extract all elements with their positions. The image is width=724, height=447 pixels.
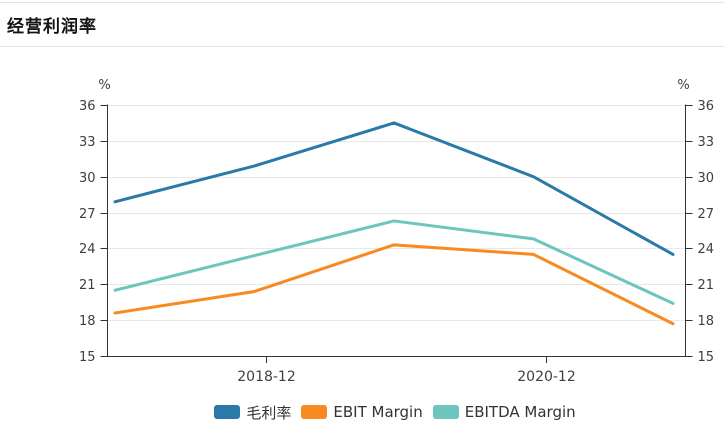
y-tick-label-right: 33 (698, 135, 715, 150)
series-line-ebit-margin (113, 243, 675, 326)
y-tick-label-left: 15 (79, 350, 96, 365)
x-tick-label: 2020-12 (517, 369, 576, 385)
legend-label-gross-margin: 毛利率 (246, 403, 292, 422)
y-tick-label-left: 18 (79, 314, 96, 329)
y-tick-label-right: 15 (698, 350, 715, 365)
y-axis-unit-right: % (677, 78, 689, 93)
page-title: 经营利润率 (7, 17, 97, 37)
y-tick-label-right: 30 (698, 171, 715, 186)
legend-swatch-ebit-margin (301, 405, 328, 419)
legend-label-ebit-margin: EBIT Margin (333, 403, 423, 421)
y-tick-label-left: 27 (79, 207, 96, 222)
y-tick-label-right: 21 (698, 278, 715, 293)
legend-label-ebitda-margin: EBITDA Margin (464, 403, 576, 421)
y-tick-label-left: 21 (79, 278, 96, 293)
legend-item-gross-margin[interactable]: 毛利率 (214, 402, 291, 423)
y-axis-unit-left: % (98, 78, 110, 93)
y-tick-label-left: 24 (79, 242, 96, 257)
y-tick-label-left: 30 (79, 171, 96, 186)
chart-legend: 毛利率 EBIT Margin EBITDA Margin (0, 398, 724, 426)
y-tick-label-right: 36 (698, 99, 715, 114)
legend-item-ebit-margin[interactable]: EBIT Margin (301, 403, 423, 421)
legend-swatch-gross-margin (214, 405, 241, 419)
y-tick-label-left: 33 (79, 135, 96, 150)
y-tick-label-right: 24 (698, 242, 715, 257)
y-tick-label-right: 18 (698, 314, 715, 329)
y-tick-label-right: 27 (698, 207, 715, 222)
title-divider (0, 46, 724, 47)
y-tick-label-left: 36 (79, 99, 96, 114)
series-line-gross-margin (113, 121, 675, 256)
x-tick-label: 2018-12 (237, 369, 296, 385)
series-line-ebitda-margin (113, 219, 675, 305)
top-border (0, 2, 724, 3)
legend-item-ebitda-margin[interactable]: EBITDA Margin (432, 403, 576, 421)
legend-swatch-ebitda-margin (432, 405, 459, 419)
